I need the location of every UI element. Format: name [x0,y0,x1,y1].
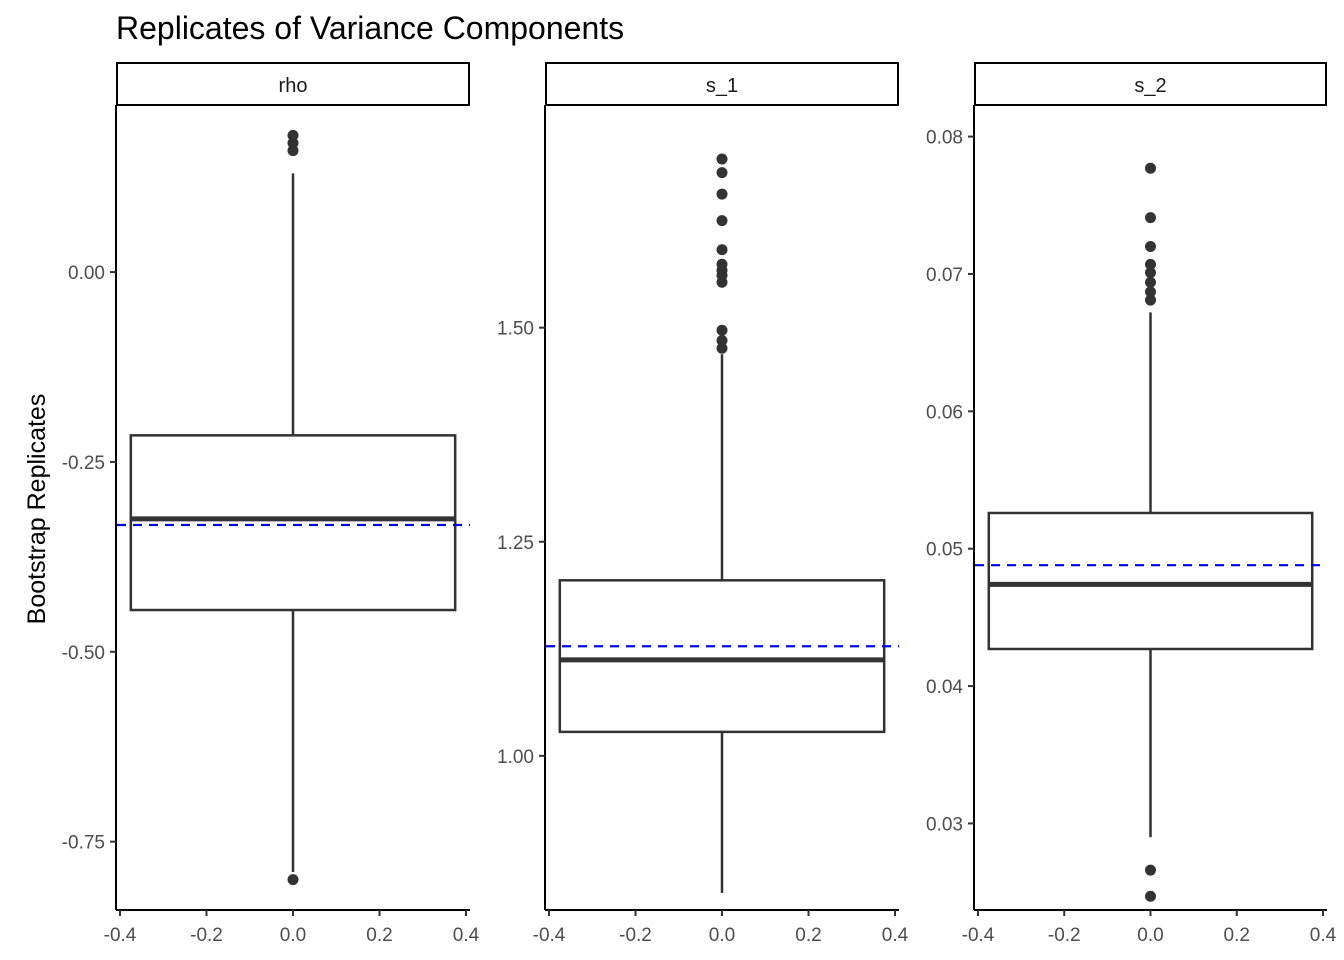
y-tick-label: 0.05 [926,540,963,561]
outlier-point [287,874,299,886]
x-tick-label: 0.4 [882,925,909,946]
y-tick-label: 0.04 [926,677,963,698]
x-tick-label: -0.2 [1048,925,1081,946]
y-tick-label: 1.00 [497,747,534,768]
y-tick-label: 1.25 [497,533,534,554]
facet-strip-label: rho [279,75,308,97]
y-tick-label: -0.50 [62,643,105,664]
outlier-point [716,335,728,347]
x-tick-label: 0.4 [1310,925,1337,946]
outlier-point [716,167,728,179]
y-tick-label: 0.08 [926,128,963,149]
facet-strip-label: s_2 [1134,75,1166,97]
outlier-point [1145,212,1156,224]
outlier-point [716,215,728,227]
outlier-point [287,129,299,141]
iqr-box [558,579,886,734]
outlier-point [1145,162,1156,174]
facet-strip [116,62,470,106]
y-tick-label: -0.75 [62,833,105,854]
outlier-point [1145,294,1156,306]
x-tick-label: -0.2 [619,925,652,946]
x-tick-label: -0.4 [962,925,995,946]
outlier-point [1145,276,1156,288]
x-tick-label: -0.4 [533,925,566,946]
facet-strip [974,62,1327,106]
iqr-box [987,511,1314,651]
y-tick-label: 0.07 [926,265,963,286]
outlier-point [1145,890,1156,902]
x-tick-label: 0.4 [453,925,480,946]
y-tick-label: 1.50 [497,319,534,340]
y-tick-label: 0.06 [926,402,963,423]
outlier-point [1145,864,1156,876]
x-tick-label: 0.2 [795,925,821,946]
outlier-point [1145,267,1156,279]
y-tick-label: 0.00 [68,263,105,284]
outlier-point [716,324,728,336]
y-tick-label: -0.25 [62,453,105,474]
y-tick-label: 0.03 [926,814,963,835]
x-tick-label: 0.0 [1137,925,1163,946]
x-tick-label: 0.2 [1224,925,1250,946]
iqr-box [129,434,457,612]
facet-panel-rho: rho 0.00 -0.25 -0.50 -0.75 -0.4 -0.2 0.0 0.2 0.4 [62,62,480,946]
facet-panel-s_2: s_2 0.03 0.04 0.05 0.06 0.07 0.08 -0.4 -0.2 0.0 0.… [926,62,1337,946]
facet-strip-label: s_1 [706,75,738,97]
x-tick-label: 0.0 [280,925,306,946]
x-tick-label: -0.4 [104,925,137,946]
plot-title: Replicates of Variance Components [116,10,624,46]
x-tick-label: 0.0 [709,925,735,946]
outlier-point [287,137,299,149]
outlier-point [287,145,299,157]
x-tick-label: 0.2 [366,925,392,946]
facet-strip [545,62,899,106]
outlier-point [716,188,728,200]
outlier-point [1145,240,1156,252]
outlier-point [716,342,728,354]
y-axis-title: Bootstrap Replicates [23,394,51,625]
outlier-point [1145,286,1156,298]
x-tick-label: -0.2 [190,925,223,946]
outlier-point [716,153,728,165]
outlier-point [716,244,728,256]
facet-panel-s_1: s_1 1.00 1.25 1.50 -0.4 -0.2 0.0 0.2 0.4 [497,62,909,946]
outlier-point [716,258,728,270]
outlier-point [1145,258,1156,270]
